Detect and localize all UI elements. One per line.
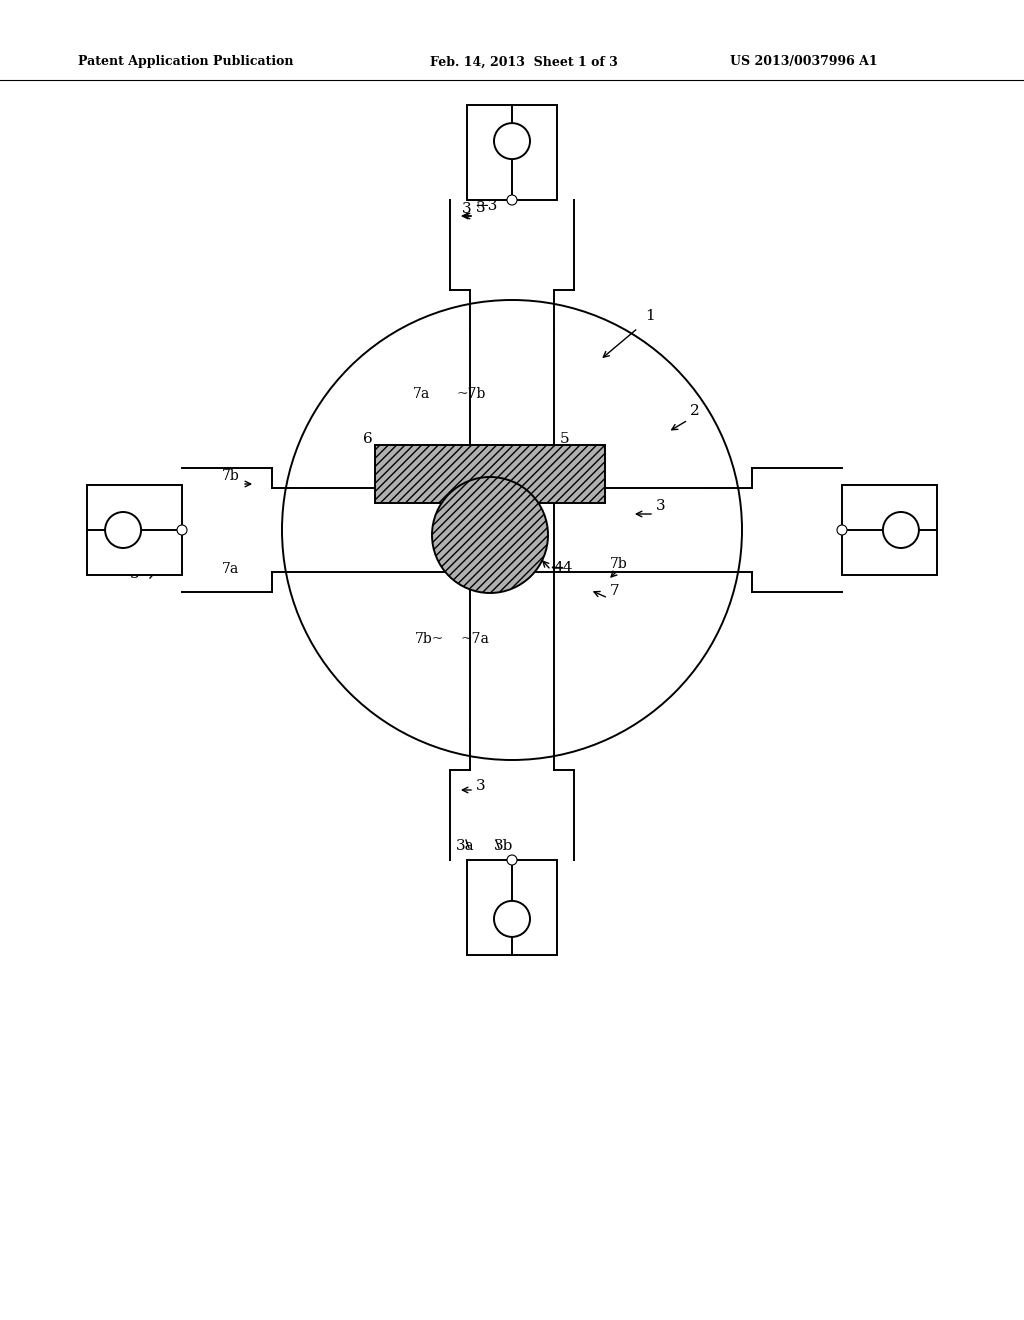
- Circle shape: [494, 900, 530, 937]
- Text: 7a: 7a: [413, 387, 430, 401]
- Text: ~7b: ~7b: [456, 387, 485, 401]
- Text: 1: 1: [645, 309, 654, 323]
- Text: Patent Application Publication: Patent Application Publication: [78, 55, 294, 69]
- Circle shape: [883, 512, 919, 548]
- Text: 3: 3: [130, 568, 139, 581]
- Bar: [375, 445, 605, 503]
- Text: 7a: 7a: [222, 562, 240, 576]
- Circle shape: [507, 195, 517, 205]
- Text: 5: 5: [560, 432, 569, 446]
- Text: 4: 4: [553, 561, 563, 576]
- Text: 2: 2: [690, 404, 699, 418]
- Text: ←3: ←3: [475, 199, 498, 213]
- Text: 7a: 7a: [556, 473, 573, 486]
- Text: 3: 3: [476, 201, 485, 215]
- Text: 7b: 7b: [222, 469, 240, 483]
- Circle shape: [105, 512, 141, 548]
- Text: 7: 7: [610, 583, 620, 598]
- Text: ~7a: ~7a: [460, 632, 488, 645]
- Circle shape: [177, 525, 187, 535]
- Text: US 2013/0037996 A1: US 2013/0037996 A1: [730, 55, 878, 69]
- Text: FIG. 1: FIG. 1: [477, 909, 547, 931]
- Text: 3b: 3b: [494, 840, 513, 853]
- Text: Feb. 14, 2013  Sheet 1 of 3: Feb. 14, 2013 Sheet 1 of 3: [430, 55, 617, 69]
- Text: 7b~: 7b~: [415, 632, 444, 645]
- Circle shape: [494, 123, 530, 160]
- Bar: [87, 484, 182, 576]
- Circle shape: [837, 525, 847, 535]
- Text: 3: 3: [656, 499, 666, 513]
- Circle shape: [432, 477, 548, 593]
- Text: 7b: 7b: [610, 557, 628, 572]
- Circle shape: [507, 855, 517, 865]
- Bar: [467, 106, 557, 201]
- Bar: [467, 861, 557, 954]
- Bar: [842, 484, 937, 576]
- Text: ←4: ←4: [550, 561, 572, 576]
- Text: 3: 3: [462, 202, 472, 216]
- Text: 6: 6: [362, 432, 373, 446]
- Text: 3: 3: [476, 779, 485, 793]
- Text: 3a: 3a: [456, 840, 475, 853]
